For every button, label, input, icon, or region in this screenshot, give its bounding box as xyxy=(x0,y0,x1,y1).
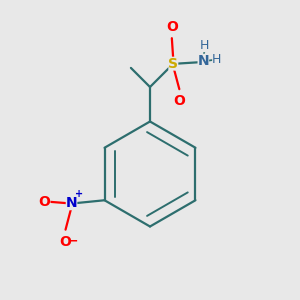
Text: O: O xyxy=(60,235,71,249)
Text: N: N xyxy=(197,54,209,68)
Text: +: + xyxy=(75,189,83,199)
Text: N: N xyxy=(66,196,77,210)
Text: S: S xyxy=(168,57,178,71)
Text: −: − xyxy=(68,235,78,248)
Text: H: H xyxy=(200,39,209,52)
Text: O: O xyxy=(166,20,178,34)
Text: O: O xyxy=(39,195,50,209)
Text: O: O xyxy=(173,94,185,108)
Text: H: H xyxy=(212,53,221,66)
